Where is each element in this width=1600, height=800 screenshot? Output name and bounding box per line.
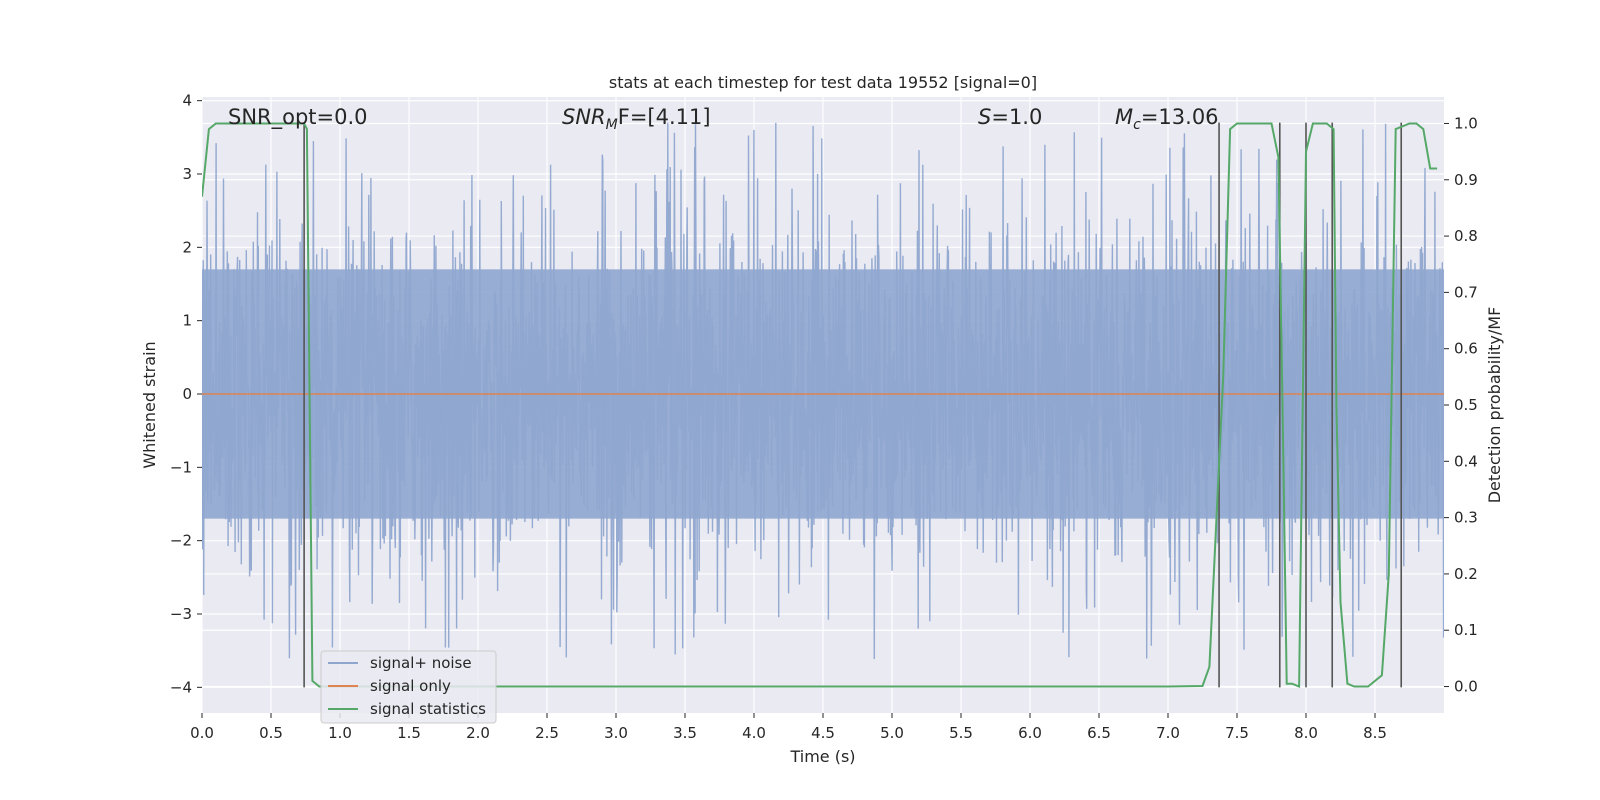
x-tick-label-4: 2.0 (466, 724, 490, 742)
y2-tick-label-2: 0.8 (1454, 227, 1478, 245)
annotation-s: S=1.0 (978, 105, 1042, 129)
legend-label-signal-only: signal only (370, 677, 451, 695)
y-tick-label-1: 3 (182, 165, 192, 183)
x-tick-label-10: 5.0 (880, 724, 904, 742)
x-axis-label: Time (s) (789, 747, 855, 766)
legend-label-signal-plus-noise: signal+ noise (370, 654, 472, 672)
y2-tick-label-3: 0.7 (1454, 283, 1478, 301)
y2-tick-label-5: 0.5 (1454, 396, 1478, 414)
noise-trace (202, 122, 1444, 660)
y-tick-label-6: −2 (170, 532, 192, 550)
y-tick-label-5: −1 (170, 458, 192, 476)
y2-axis-ticks: 1.0 0.9 0.8 0.7 0.6 0.5 0.4 0.3 0.2 0.1 0.0 (1444, 114, 1478, 696)
x-tick-label-17: 8.5 (1363, 724, 1387, 742)
y2-tick-label-8: 0.2 (1454, 565, 1478, 583)
annotation-mc-var: M (1115, 105, 1133, 129)
x-tick-label-0: 0.0 (190, 724, 214, 742)
legend: signal+ noise signal only signal statist… (320, 650, 497, 724)
x-tick-label-7: 3.5 (673, 724, 697, 742)
signal-statistics-line (202, 122, 1438, 688)
y2-tick-label-1: 0.9 (1454, 171, 1478, 189)
y-tick-label-0: 4 (182, 92, 192, 110)
y2-axis-label: Detection probability/MF (1485, 307, 1504, 504)
x-tick-label-15: 7.5 (1225, 724, 1249, 742)
annotation-snr-mf-sub: M (606, 117, 618, 133)
annotation-snr-mf-prefix: SNR (562, 105, 606, 129)
x-tick-label-12: 6.0 (1018, 724, 1042, 742)
y-axis-ticks: 4 3 2 1 0 −1 −2 −3 −4 (170, 92, 202, 696)
x-tick-label-13: 6.5 (1087, 724, 1111, 742)
annotation-mc: Mc=13.06 (1115, 105, 1219, 133)
x-tick-label-9: 4.5 (811, 724, 835, 742)
y2-tick-label-10: 0.0 (1454, 678, 1478, 696)
y2-tick-label-4: 0.6 (1454, 340, 1478, 358)
series-signal-statistics (202, 122, 1438, 688)
annotation-snr-mf: SNRMF=[4.11] (562, 105, 711, 133)
annotation-snr-opt: SNR_opt=0.0 (228, 105, 368, 130)
annotation-s-var: S (978, 105, 991, 129)
x-tick-label-2: 1.0 (328, 724, 352, 742)
y-tick-label-4: 0 (182, 385, 192, 403)
y2-tick-label-7: 0.3 (1454, 509, 1478, 527)
legend-box (320, 650, 497, 724)
annotation-snr-mf-rest: F=[4.11] (618, 105, 711, 129)
x-tick-label-6: 3.0 (604, 724, 628, 742)
y2-tick-label-9: 0.1 (1454, 621, 1478, 639)
y-axis-label: Whitened strain (140, 341, 159, 468)
x-tick-label-1: 0.5 (259, 724, 283, 742)
x-tick-label-16: 8.0 (1294, 724, 1318, 742)
y-tick-label-3: 1 (182, 312, 192, 330)
y2-tick-label-6: 0.4 (1454, 452, 1478, 470)
x-tick-label-5: 2.5 (535, 724, 559, 742)
y2-tick-label-0: 1.0 (1454, 114, 1478, 132)
y-tick-label-2: 2 (182, 238, 192, 256)
annotation-s-rest: =1.0 (991, 105, 1042, 129)
y-tick-label-7: −3 (170, 605, 192, 623)
annotation-mc-sub: c (1133, 117, 1141, 133)
y-tick-label-8: −4 (170, 678, 192, 696)
x-tick-label-11: 5.5 (949, 724, 973, 742)
annotation-mc-rest: =13.06 (1141, 105, 1219, 129)
legend-label-signal-statistics: signal statistics (370, 700, 486, 718)
x-tick-label-14: 7.0 (1156, 724, 1180, 742)
x-tick-label-8: 4.0 (742, 724, 766, 742)
chart-title: stats at each timestep for test data 195… (609, 73, 1037, 92)
x-tick-label-3: 1.5 (397, 724, 421, 742)
x-axis-ticks: 0.0 0.5 1.0 1.5 2.0 2.5 3.0 3.5 4.0 4.5 5.0 5.5 6.0 6… (190, 713, 1387, 742)
